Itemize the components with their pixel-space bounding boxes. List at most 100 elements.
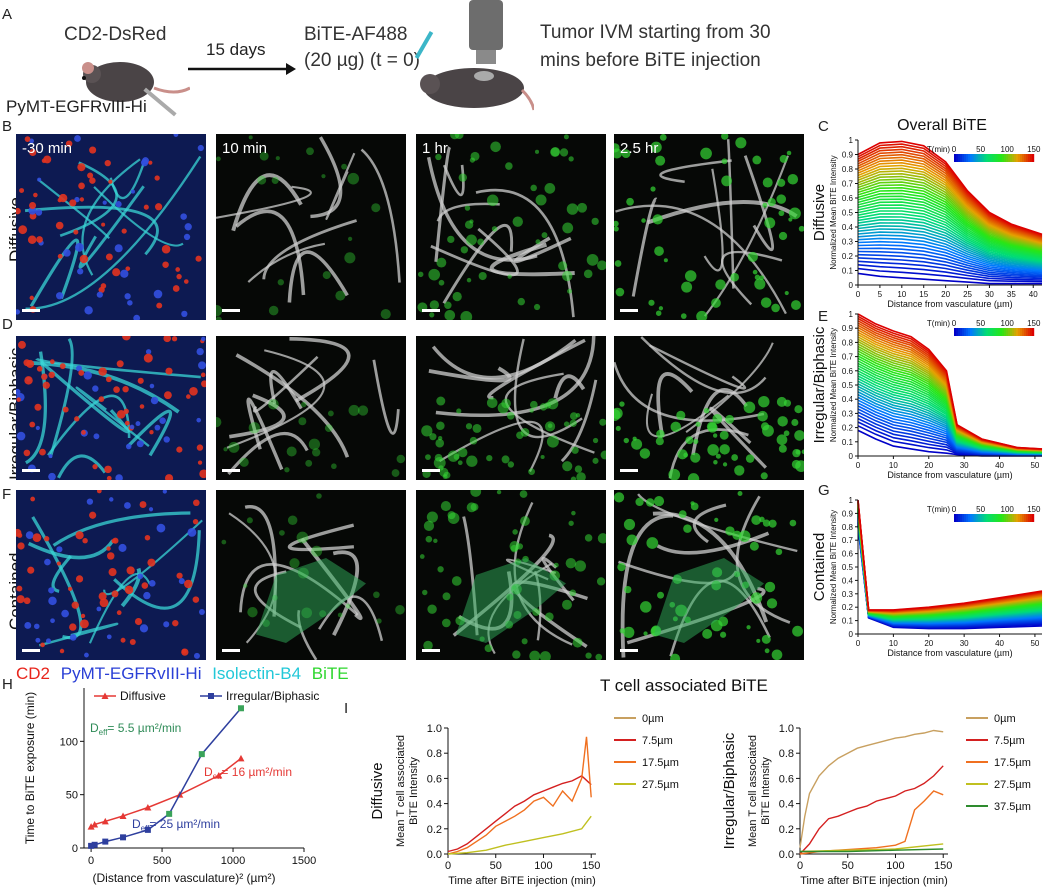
cell-dot — [562, 599, 572, 610]
series-line-31 — [857, 175, 1043, 248]
cell-dot — [192, 596, 200, 603]
cell-dot — [29, 295, 34, 301]
cell-dot — [422, 589, 428, 596]
cell-dot — [654, 246, 664, 256]
micrograph-texture — [216, 336, 406, 477]
micrograph-texture — [614, 336, 804, 480]
cell-dot — [650, 186, 656, 192]
y-tick-label: 0 — [72, 843, 78, 855]
cell-dot — [143, 204, 149, 210]
cell-dot — [792, 449, 801, 458]
cell-dot — [750, 592, 763, 604]
legend-label: 17.5µm — [642, 757, 679, 769]
y-tick-label: 0.5 — [842, 381, 854, 390]
cell-dot — [529, 408, 534, 413]
colorbar-cell — [960, 514, 963, 522]
series-line-26 — [857, 189, 1043, 253]
cell-dot — [55, 221, 64, 230]
cell-dot — [93, 433, 100, 440]
cell-dot — [646, 537, 659, 549]
colorbar-cell — [972, 154, 975, 162]
cell-dot — [434, 453, 443, 462]
cell-dot — [530, 184, 537, 192]
cell-dot — [162, 490, 167, 494]
x-tick-label: 30 — [960, 639, 969, 648]
colorbar-cell — [1026, 328, 1029, 336]
data-point — [237, 705, 244, 712]
cell-dot — [163, 336, 172, 343]
series-line-44 — [857, 313, 1043, 450]
micrograph-r1-c3: 1 hr — [416, 134, 606, 320]
series-line-14 — [857, 225, 1043, 266]
cell-dot — [16, 397, 21, 402]
series-line-38 — [857, 156, 1043, 241]
cell-dot — [176, 273, 182, 280]
colorbar-cell — [976, 154, 979, 162]
cell-dot — [442, 592, 451, 601]
cell-dot — [756, 638, 761, 643]
colorbar-tick: 50 — [976, 319, 985, 328]
vessel — [553, 374, 586, 399]
cell-dot — [396, 454, 406, 464]
x-tick-label: 40 — [1029, 290, 1038, 299]
colorbar-cell — [970, 514, 973, 522]
cell-dot — [341, 163, 347, 170]
cell-dot — [539, 403, 548, 411]
cell-dot — [120, 637, 126, 643]
cell-dot — [145, 349, 152, 355]
cell-dot — [794, 430, 804, 441]
y-tick-label: 0.0 — [779, 849, 794, 861]
colorbar-cell — [974, 154, 977, 162]
colorbar-cell — [954, 328, 957, 336]
cell-dot — [104, 465, 112, 474]
cell-dot — [760, 472, 768, 480]
cell-dot — [176, 446, 183, 453]
cell-dot — [321, 174, 326, 179]
x-tick-label: 150 — [582, 860, 600, 872]
mouse-icon — [82, 62, 190, 117]
cell-dot — [335, 290, 346, 301]
vessel — [113, 530, 201, 610]
cell-dot — [623, 518, 636, 531]
colorbar-cell — [1018, 154, 1021, 162]
cell-dot — [306, 147, 314, 156]
x-axis-label: Time after BiTE injection (min) — [448, 875, 596, 887]
cell-dot — [719, 430, 729, 440]
cell-dot — [690, 452, 701, 463]
y-tick-label: 0.5 — [842, 209, 854, 218]
cell-dot — [28, 206, 37, 215]
cell-dot — [196, 417, 202, 423]
vessel — [637, 493, 798, 553]
vessel — [743, 155, 775, 252]
cell-dot — [510, 544, 519, 553]
cell-dot — [36, 366, 43, 372]
cell-dot — [501, 455, 510, 464]
cell-dot — [216, 316, 222, 320]
micrograph-r2-c3 — [416, 336, 606, 480]
cell-dot — [27, 566, 35, 574]
cell-dot — [678, 510, 687, 519]
scale-bar — [22, 649, 40, 652]
annotation-deff: Deff= 16 µm²/min — [204, 765, 292, 781]
series-line-20 — [857, 207, 1043, 260]
colorbar-cell — [982, 514, 985, 522]
cell-dot — [429, 433, 437, 441]
cell-dot — [444, 309, 456, 320]
cell-dot — [791, 459, 801, 469]
cell-dot — [670, 653, 681, 660]
colorbar-label: T(min) — [927, 319, 950, 328]
cell-dot — [595, 653, 603, 660]
cell-dot — [133, 314, 141, 320]
scale-bar — [620, 649, 638, 652]
cell-dot — [470, 490, 482, 497]
cell-dot — [86, 498, 94, 505]
cell-dot — [116, 360, 124, 368]
x-tick-label: 0 — [856, 639, 861, 648]
cell-dot — [759, 516, 765, 523]
colorbar-cell — [1018, 328, 1021, 336]
cell-dot — [61, 609, 69, 618]
cell-dot — [681, 281, 693, 293]
colorbar-cell — [1002, 328, 1005, 336]
cell-dot — [614, 148, 623, 159]
legend-isolectin: Isolectin-B4 — [212, 664, 302, 683]
